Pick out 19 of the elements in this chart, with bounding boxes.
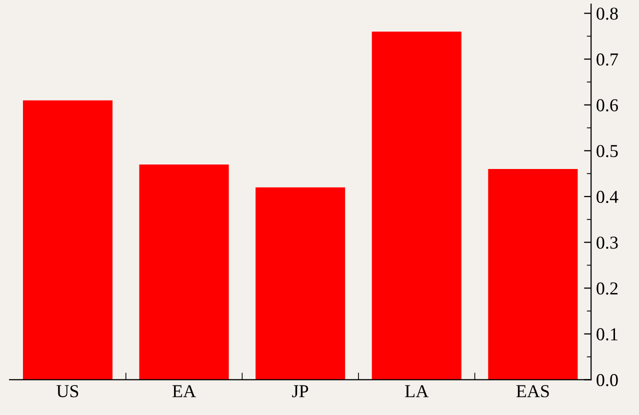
bar (256, 187, 346, 380)
y-tick-label: 0.7 (596, 53, 618, 66)
y-tick-label: 0.6 (596, 99, 618, 112)
x-tick-label: EAS (516, 385, 549, 398)
bar (22, 100, 113, 380)
y-tick-label: 0.3 (596, 236, 618, 249)
x-tick-label: US (56, 385, 78, 398)
y-tick-label: 0.5 (596, 144, 618, 158)
x-tick-label: LA (405, 385, 429, 398)
x-tick-label: JP (292, 385, 308, 398)
y-tick-label: 0.8 (596, 8, 618, 20)
bar (488, 169, 578, 380)
y-tick-label: 0.1 (596, 328, 618, 340)
bar (139, 164, 229, 380)
y-tick-label: 0.0 (596, 374, 618, 386)
bar (372, 32, 462, 380)
y-tick-label: 0.4 (596, 190, 618, 204)
y-tick-label: 0.2 (596, 282, 618, 295)
x-tick-label: EA (172, 385, 196, 398)
